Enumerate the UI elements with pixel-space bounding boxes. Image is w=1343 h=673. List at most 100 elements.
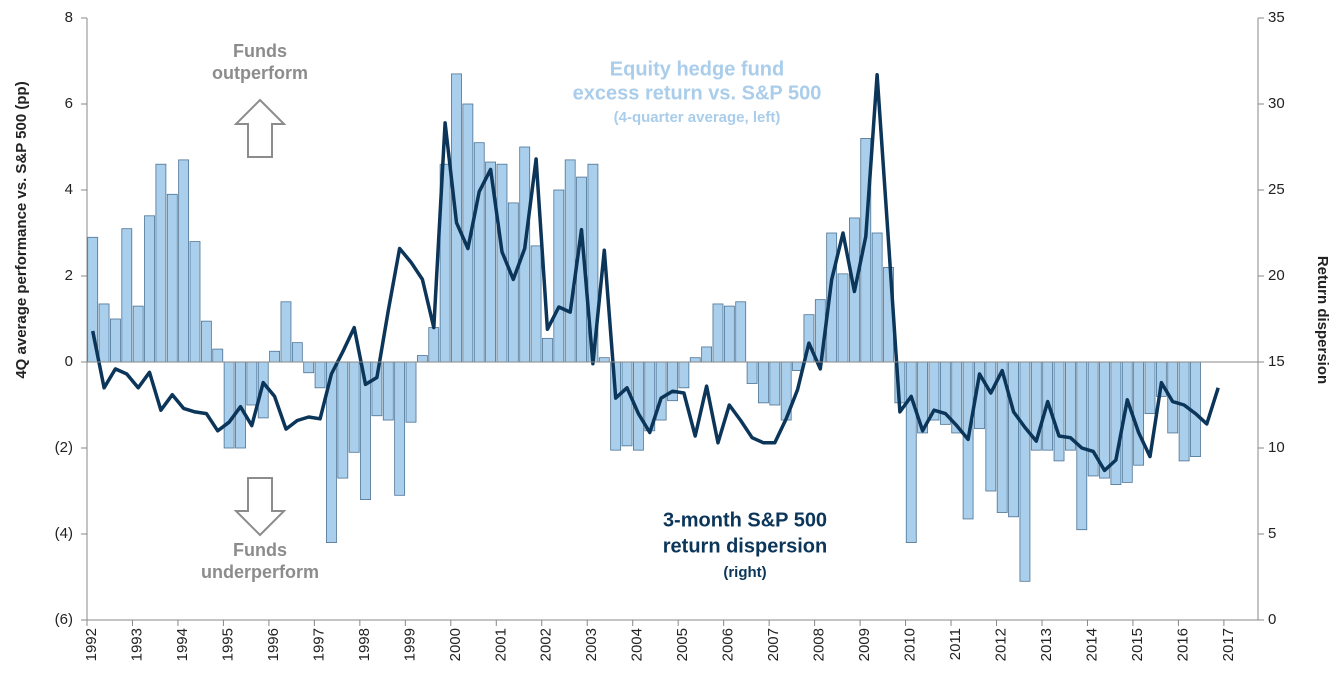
bar [246, 361, 258, 406]
bar [1178, 361, 1190, 462]
bar [723, 305, 735, 363]
bar [178, 159, 190, 363]
annotation: return dispersion [663, 535, 827, 557]
x-tick-label: 1998 [356, 628, 373, 661]
bar [712, 303, 724, 363]
y-tick-label: 0 [65, 353, 73, 370]
x-tick-label: 1997 [310, 628, 327, 661]
bar [1053, 361, 1065, 462]
x-tick-label: 2015 [1129, 628, 1146, 661]
bar [269, 350, 280, 363]
bar [905, 361, 917, 544]
bar [314, 361, 326, 389]
annotation: underperform [201, 562, 319, 582]
x-tick-label: 2006 [720, 628, 737, 661]
x-tick-label: 2014 [1083, 628, 1100, 661]
bar [110, 318, 121, 363]
x-tick-label: 2005 [674, 628, 691, 661]
bar [212, 348, 224, 363]
bar [144, 215, 155, 363]
bar [1144, 361, 1156, 414]
x-tick-label: 2002 [538, 628, 555, 661]
bar [303, 361, 315, 374]
bar [428, 327, 440, 363]
x-tick-label: 1994 [174, 628, 191, 661]
bar [166, 193, 178, 363]
bar [564, 159, 576, 363]
x-tick-label: 1995 [219, 628, 236, 661]
bar [337, 361, 349, 479]
x-tick-label: 2013 [1038, 628, 1055, 661]
y2-axis-title: Return dispersion [1314, 256, 1331, 384]
bar [1099, 361, 1110, 479]
annotation: excess return vs. S&P 500 [573, 82, 822, 104]
bar [405, 361, 417, 423]
x-tick-label: 2012 [992, 628, 1009, 661]
annotation: (right) [723, 564, 766, 581]
x-tick-label: 2003 [583, 628, 600, 661]
y-tick-label: (2) [55, 439, 73, 456]
x-tick-label: 1999 [401, 628, 418, 661]
line [90, 73, 1220, 473]
x-tick-label: 2007 [765, 628, 782, 661]
bar [348, 361, 360, 453]
y2-tick-label: 35 [1268, 9, 1285, 26]
bar [132, 305, 144, 363]
bar [746, 361, 758, 384]
down-arrow [233, 477, 287, 537]
annotation: outperform [212, 63, 308, 83]
bar [473, 142, 485, 363]
y-tick-label: 2 [65, 267, 73, 284]
bar [530, 245, 542, 363]
bar [1019, 361, 1031, 582]
bar [394, 361, 406, 496]
bar [837, 273, 849, 363]
bar [200, 320, 212, 363]
annotation: Funds [233, 41, 287, 61]
up-arrow [233, 98, 287, 158]
bar [1008, 361, 1019, 518]
y2-tick-label: 10 [1268, 439, 1285, 456]
x-tick-label: 2004 [629, 628, 646, 661]
x-tick-label: 1996 [265, 628, 282, 661]
bar [758, 361, 769, 404]
y2-tick-label: 5 [1268, 525, 1276, 542]
x-tick-label: 2010 [902, 628, 919, 661]
bar [871, 232, 883, 363]
x-tick-label: 2011 [947, 628, 964, 660]
x-tick-label: 1992 [83, 628, 100, 661]
bar [416, 355, 428, 363]
annotation: 3-month S&P 500 [663, 509, 827, 531]
bar [1110, 361, 1122, 485]
bar [689, 357, 701, 363]
bar [382, 361, 394, 421]
bar [621, 361, 633, 447]
annotation: (4-quarter average, left) [614, 109, 781, 126]
y2-tick-label: 0 [1268, 611, 1276, 628]
bar [98, 303, 110, 363]
x-tick-label: 2001 [492, 628, 509, 661]
y-tick-label: (4) [55, 525, 73, 542]
bar [542, 337, 553, 363]
y2-tick-label: 15 [1268, 353, 1285, 370]
bar [507, 202, 519, 363]
bar [985, 361, 997, 492]
bar [1133, 361, 1145, 466]
x-tick-label: 2009 [856, 628, 873, 661]
x-tick-label: 2000 [447, 628, 464, 661]
y-tick-label: (6) [55, 611, 73, 628]
bar [291, 342, 303, 363]
bar [189, 241, 201, 363]
y-tick-label: 6 [65, 95, 73, 112]
y-tick-label: 8 [65, 9, 73, 26]
x-tick-label: 2016 [1174, 628, 1191, 661]
x-tick-label: 2017 [1220, 628, 1237, 661]
x-tick-label: 2008 [811, 628, 828, 661]
y-tick-label: 4 [65, 181, 73, 198]
x-tick-label: 1993 [128, 628, 145, 661]
y2-tick-label: 25 [1268, 181, 1285, 198]
bar [121, 228, 133, 363]
